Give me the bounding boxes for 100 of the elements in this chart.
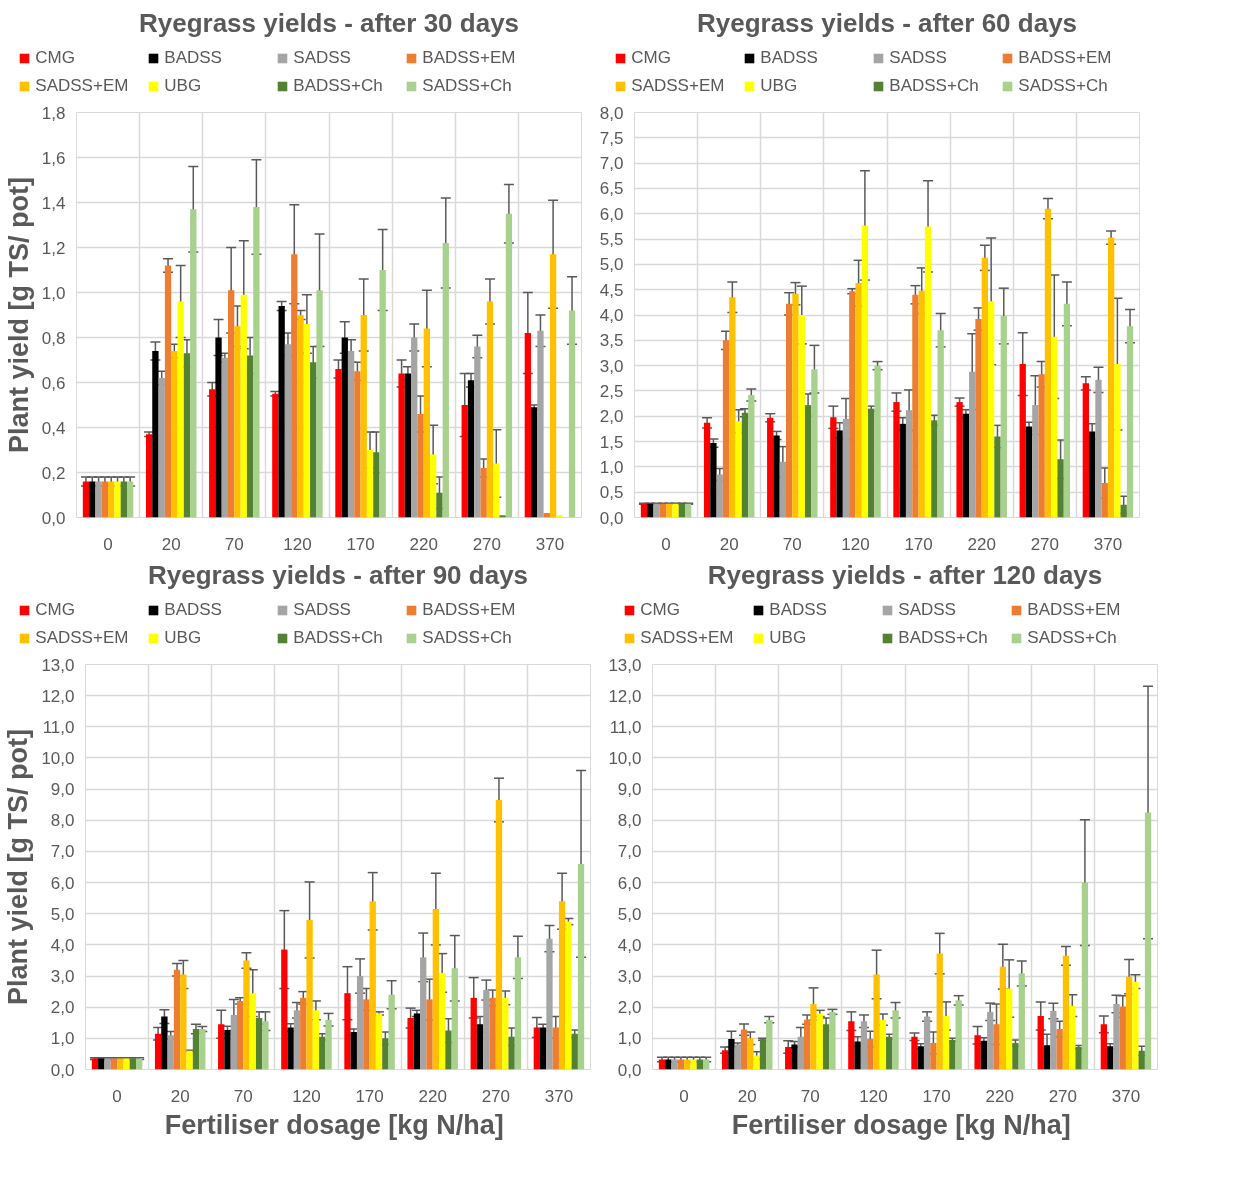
chart-title: Ryegrass yields - after 120 days [707, 559, 1103, 590]
x-tick-label: 370 [1111, 1086, 1141, 1106]
y-tick-label: 7,0 [50, 842, 75, 862]
y-tick-label: 5,0 [617, 904, 642, 924]
x-tick-label: 170 [904, 534, 933, 554]
y-tick-label: 0,8 [41, 328, 66, 348]
y-tick-label: 2,0 [617, 998, 642, 1018]
y-tick-label: 5,0 [50, 904, 75, 924]
y-tick-label: 1,0 [41, 283, 66, 303]
x-tick-label: 70 [224, 534, 244, 554]
legend-label: UBG [164, 628, 203, 648]
y-tick-label: 0,4 [41, 418, 66, 438]
y-tick-label: 1,6 [41, 148, 66, 168]
y-tick-label: 2,5 [599, 381, 624, 401]
legend-label: SADSS+Ch [422, 76, 513, 96]
y-tick-label: 0,0 [617, 1060, 642, 1080]
x-tick-label: 370 [535, 534, 565, 554]
x-tick-label: 220 [409, 534, 438, 554]
y-tick-label: 12,0 [608, 686, 642, 706]
legend-label: SADSS+Ch [1018, 76, 1109, 96]
legend-label: SADSS [293, 600, 352, 620]
y-tick-label: 5,5 [599, 230, 624, 250]
y-axis-title: Plant yield [g TS/ pot] [3, 177, 34, 453]
x-tick-label: 220 [418, 1086, 447, 1106]
y-tick-label: 3,0 [50, 967, 75, 987]
y-tick-label: 6,0 [599, 204, 624, 224]
legend-label: SADSS [889, 48, 948, 68]
legend-label: BADSS+Ch [293, 628, 384, 648]
x-tick-label: 270 [1030, 534, 1060, 554]
legend-label: BADSS+Ch [889, 76, 980, 96]
y-tick-label: 0,6 [41, 373, 66, 393]
legend-label: BADSS+EM [422, 600, 517, 620]
y-tick-label: 2,0 [599, 407, 624, 427]
x-tick-label: 20 [170, 1086, 190, 1106]
y-tick-label: 7,0 [617, 842, 642, 862]
x-tick-label: 120 [859, 1086, 888, 1106]
legend-label: SADSS+Ch [422, 628, 513, 648]
y-tick-label: 2,0 [50, 998, 75, 1018]
legend-label: BADSS+EM [1027, 600, 1122, 620]
y-tick-label: 11,0 [42, 717, 75, 737]
x-tick-label: 120 [292, 1086, 321, 1106]
y-tick-label: 13,0 [608, 655, 642, 675]
y-tick-label: 7,0 [599, 154, 624, 174]
y-tick-label: 11,0 [609, 717, 642, 737]
y-tick-label: 1,4 [41, 193, 66, 213]
x-tick-label: 170 [355, 1086, 384, 1106]
y-tick-label: 4,0 [50, 935, 75, 955]
legend-label: BADSS [769, 600, 828, 620]
y-tick-label: 0,5 [599, 483, 624, 503]
y-tick-label: 1,0 [50, 1029, 75, 1049]
x-tick-label: 270 [472, 534, 502, 554]
chart-title: Ryegrass yields - after 90 days [147, 559, 529, 590]
x-tick-label: 70 [800, 1086, 820, 1106]
chart-title: Ryegrass yields - after 60 days [696, 7, 1078, 38]
y-tick-label: 7,5 [599, 128, 624, 148]
x-tick-label: 20 [737, 1086, 757, 1106]
legend-label: BADSS+EM [422, 48, 517, 68]
legend-label: SADSS+EM [35, 628, 130, 648]
x-tick-label: 0 [112, 1086, 122, 1106]
y-tick-label: 4,0 [599, 306, 624, 325]
y-tick-label: 3,0 [617, 967, 642, 987]
legend-label: CMG [640, 600, 681, 620]
y-tick-label: 0,0 [41, 508, 66, 528]
y-tick-label: 9,0 [50, 780, 75, 800]
y-tick-label: 0,2 [41, 463, 66, 483]
legend-label: SADSS+EM [631, 76, 726, 96]
y-tick-label: 1,2 [41, 238, 66, 258]
x-tick-label: 170 [922, 1086, 951, 1106]
y-tick-label: 5,0 [599, 255, 624, 275]
legend-label: SADSS+EM [35, 76, 130, 96]
legend-label: SADSS+Ch [1027, 628, 1118, 648]
legend-label: SADSS [293, 48, 352, 68]
x-tick-label: 270 [481, 1086, 511, 1106]
legend-label: BADSS [164, 600, 223, 620]
y-tick-label: 12,0 [41, 686, 75, 706]
x-tick-label: 220 [967, 534, 996, 554]
legend-label: BADSS [164, 48, 223, 68]
x-axis-title: Fertiliser dosage [kg N/ha] [731, 1109, 1071, 1140]
x-axis-title: Fertiliser dosage [kg N/ha] [164, 1109, 504, 1140]
legend-label: BADSS+EM [1018, 48, 1113, 68]
legend-label: SADSS [898, 600, 957, 620]
legend-label: BADSS+Ch [898, 628, 989, 648]
y-tick-label: 0,0 [50, 1060, 75, 1080]
y-axis-title: Plant yield [g TS/ pot] [3, 729, 34, 1005]
legend-label: BADSS [760, 48, 819, 68]
y-tick-label: 4,0 [617, 935, 642, 955]
x-tick-label: 220 [985, 1086, 1014, 1106]
y-tick-label: 9,0 [617, 780, 642, 800]
x-tick-label: 70 [233, 1086, 253, 1106]
legend-label: BADSS+Ch [293, 76, 384, 96]
y-tick-label: 4,5 [599, 280, 624, 300]
x-tick-label: 70 [782, 534, 802, 554]
x-tick-label: 0 [679, 1086, 689, 1106]
y-tick-label: 3,0 [599, 356, 624, 376]
x-tick-label: 0 [103, 534, 113, 554]
y-tick-label: 10,0 [608, 748, 642, 768]
y-tick-label: 1,5 [599, 432, 624, 452]
y-tick-label: 3,5 [599, 331, 624, 351]
x-tick-label: 270 [1048, 1086, 1078, 1106]
y-tick-label: 13,0 [41, 655, 75, 675]
